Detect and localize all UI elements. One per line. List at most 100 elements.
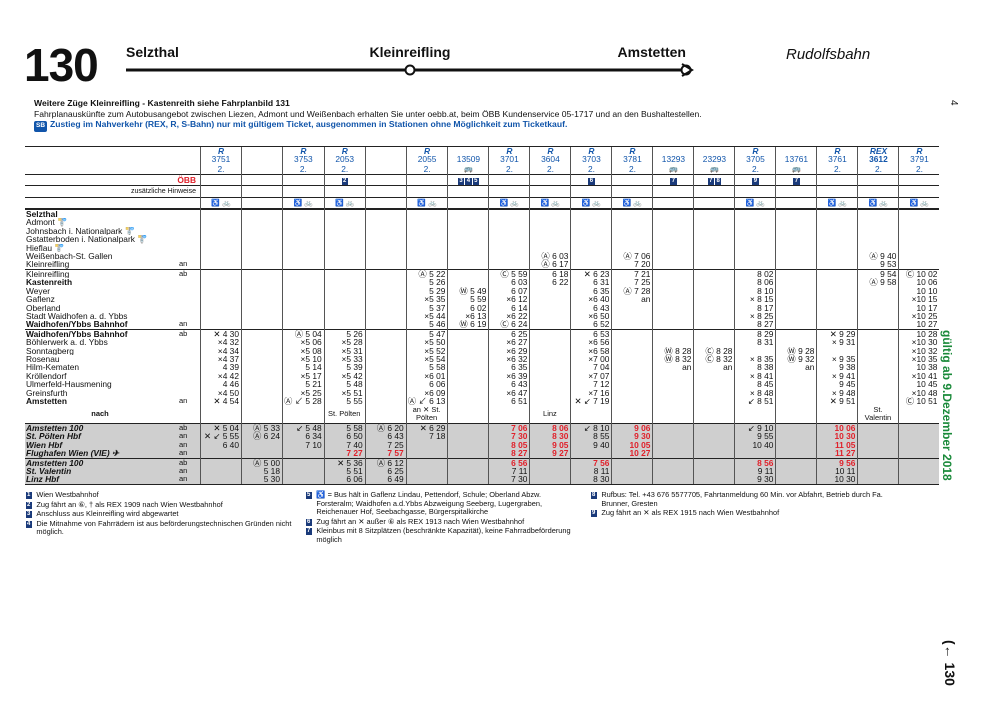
time-cell	[241, 311, 283, 321]
time: ×6 12	[506, 295, 528, 304]
time-cell: Ⓦ 9 32	[775, 354, 817, 364]
time-cell	[323, 243, 366, 253]
time: × 8 48	[749, 388, 774, 397]
timetable-row: Weyer 5 29 Ⓦ 5 49 6 07 6 35 Ⓐ 7 28 8 10 10 10	[25, 286, 940, 296]
page-number: 4	[948, 100, 959, 106]
time-cell	[323, 295, 366, 304]
time-cell: 6 07	[488, 286, 530, 296]
station: Wien Hbf	[26, 440, 63, 450]
train-cell	[652, 208, 694, 210]
time-cell	[282, 235, 325, 244]
train-cell: 2.	[529, 163, 571, 175]
time-cell	[652, 268, 694, 279]
train-cell	[611, 174, 653, 186]
time-cell	[693, 388, 735, 397]
time: 6 25	[511, 329, 528, 339]
time-cell	[734, 209, 776, 219]
time-cell: 5 21	[282, 380, 325, 389]
time: ×6 22	[506, 311, 528, 321]
time: ×5 10	[300, 354, 322, 364]
time-cell	[529, 466, 571, 476]
time-cell: Linz	[529, 405, 571, 424]
time-cell: ×4 42	[200, 371, 242, 381]
time-cell	[447, 388, 489, 397]
time-cell: 10 06	[816, 422, 858, 433]
time: Linz	[543, 409, 557, 419]
header-row: 3751 3753 2053 2055 13509 3701 3604 3703 3781 132…	[25, 155, 940, 164]
time: ×6 01	[424, 371, 446, 381]
train-cell	[241, 208, 283, 210]
time: 7 11	[511, 466, 528, 476]
note-text: Zustieg im Nahverkehr (REX, R, S-Bahn) n…	[50, 119, 568, 129]
time-cell: ×6 09	[405, 388, 448, 397]
train-cell	[816, 174, 858, 186]
time-cell	[570, 260, 612, 270]
time-cell	[364, 396, 407, 406]
time-cell	[364, 380, 407, 389]
time-cell	[652, 457, 694, 467]
train-cell: 2.	[488, 163, 530, 175]
time-cell: ↙ 8 10	[570, 422, 612, 433]
time: 7 04	[593, 363, 610, 372]
train-cell: 23293	[693, 155, 735, 164]
time: 9 40	[593, 440, 610, 450]
time-cell	[898, 457, 940, 467]
time-cell	[898, 260, 940, 270]
time-cell	[200, 226, 242, 236]
back-reference: (← 130	[942, 640, 958, 686]
time: 8 06	[552, 423, 569, 433]
timetable-row: Sonntagberg ×4 34 ×5 08 ×5 31 ×5 52 ×6 29 ×6 5…	[25, 346, 940, 355]
route: Selzthal Kleinreifling Amstetten	[120, 44, 720, 84]
time-cell	[693, 320, 735, 330]
train-cell	[282, 174, 325, 186]
direction: ab	[179, 329, 188, 338]
time-cell: 7 18	[405, 432, 448, 441]
time: Ⓦ 6 19	[459, 320, 487, 330]
time-cell	[693, 432, 735, 441]
station: Kleinreifling	[26, 260, 70, 270]
time-cell: ×5 44	[405, 311, 448, 321]
time-cell: 6 25	[488, 328, 530, 339]
time: 9 05	[552, 440, 569, 450]
time-cell	[405, 466, 448, 476]
time: 5 29	[429, 286, 446, 296]
time-cell	[857, 457, 899, 467]
train-type: R	[506, 146, 513, 156]
time: 7 25	[634, 278, 651, 287]
time-cell	[241, 226, 283, 236]
time-cell	[282, 295, 325, 304]
time-cell	[200, 320, 242, 330]
time: Ⓒ 8 32	[705, 354, 733, 364]
time-cell	[447, 457, 489, 467]
time: 8 10	[757, 286, 774, 296]
time-cell: ↙ 5 48	[282, 422, 325, 433]
footnote-column: 8 Rufbus: Tel. +43 676 5577705, Fahrtanme…	[590, 490, 890, 519]
time: 7 18	[429, 432, 446, 441]
time-cell: Ⓐ 9 40	[857, 252, 899, 261]
time-cell: ×5 10	[282, 354, 325, 364]
train-cell	[364, 155, 407, 164]
time-cell: ×5 25	[282, 388, 325, 397]
time-cell	[693, 218, 735, 227]
time-cell	[529, 243, 571, 253]
route-station: Kleinreifling	[369, 44, 451, 60]
time: 6 50	[346, 432, 363, 441]
train-cell: 2.	[857, 163, 899, 175]
time-cell	[611, 226, 653, 236]
time-cell	[652, 475, 694, 485]
time-cell: 9 54	[857, 268, 899, 279]
time-cell	[775, 475, 817, 485]
train-number: 3604	[541, 155, 560, 164]
time: ×6 47	[506, 388, 528, 397]
train-cell	[323, 208, 366, 210]
train-cell	[241, 196, 283, 209]
time: 6 06	[429, 380, 446, 389]
direction-cell	[178, 235, 201, 243]
time-cell	[857, 320, 899, 330]
train-number: 3751	[211, 155, 231, 164]
train-cell: 3604	[529, 155, 571, 164]
time: 5 55	[346, 396, 363, 406]
time: 6 18	[552, 269, 569, 279]
train-cell: R	[405, 146, 448, 156]
time-cell: 9 05	[529, 440, 571, 450]
